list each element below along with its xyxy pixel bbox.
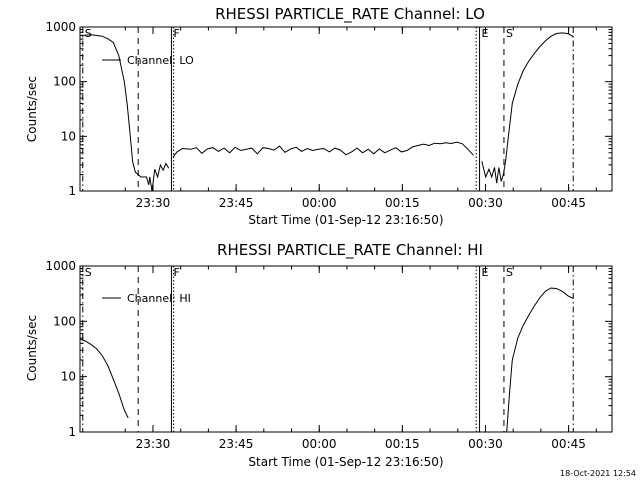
event-marker-label: S <box>506 27 513 40</box>
event-marker-label: E <box>482 266 489 279</box>
x-axis-label: Start Time (01-Sep-12 23:16:50) <box>248 455 443 469</box>
chart-title: RHESSI PARTICLE_RATE Channel: LO <box>215 5 485 24</box>
x-tick-label: 23:30 <box>136 437 171 451</box>
event-marker-label: E <box>482 27 489 40</box>
event-marker-label: S <box>506 266 513 279</box>
x-tick-label: 00:45 <box>551 196 586 210</box>
x-axis-label: Start Time (01-Sep-12 23:16:50) <box>248 213 443 227</box>
x-tick-label: 00:00 <box>302 196 337 210</box>
chart-title: RHESSI PARTICLE_RATE Channel: HI <box>217 241 483 260</box>
legend-label: Channel: HI <box>127 292 191 305</box>
chart-panel-lo: RHESSI PARTICLE_RATE Channel: LO Start T… <box>25 5 613 227</box>
y-tick-label: 1000 <box>45 20 76 34</box>
chart-panel-hi: RHESSI PARTICLE_RATE Channel: HI Start T… <box>25 241 613 469</box>
legend-label: Channel: LO <box>127 54 194 67</box>
y-axis-label: Counts/sec <box>25 76 39 142</box>
event-marker-label: F <box>173 266 179 279</box>
x-tick-label: 00:45 <box>551 437 586 451</box>
x-tick-label: 00:30 <box>468 437 503 451</box>
y-tick-label: 1000 <box>45 259 76 273</box>
x-tick-label: 23:45 <box>219 196 254 210</box>
y-axis-label: Counts/sec <box>25 315 39 381</box>
series-line <box>481 32 574 184</box>
y-tick-label: 100 <box>53 75 76 89</box>
x-tick-label: 23:45 <box>219 437 254 451</box>
event-marker-label: S <box>85 27 92 40</box>
y-tick-label: 10 <box>61 370 76 384</box>
x-tick-label: 00:30 <box>468 196 503 210</box>
plot-frame <box>79 26 613 192</box>
y-tick-label: 1 <box>68 425 76 439</box>
series-line <box>172 141 474 158</box>
y-tick-label: 10 <box>61 129 76 143</box>
footer-timestamp: 18-Oct-2021 12:54 <box>560 469 636 478</box>
x-tick-label: 23:30 <box>136 196 171 210</box>
x-tick-label: 00:15 <box>385 437 420 451</box>
event-marker-label: F <box>173 27 179 40</box>
x-tick-label: 00:00 <box>302 437 337 451</box>
plot-frame <box>79 265 613 433</box>
x-tick-label: 00:15 <box>385 196 420 210</box>
y-tick-label: 1 <box>68 184 76 198</box>
series-line <box>79 34 170 192</box>
event-marker-label: S <box>85 266 92 279</box>
series-line <box>79 338 129 419</box>
series-line <box>506 287 574 433</box>
y-tick-label: 100 <box>53 314 76 328</box>
